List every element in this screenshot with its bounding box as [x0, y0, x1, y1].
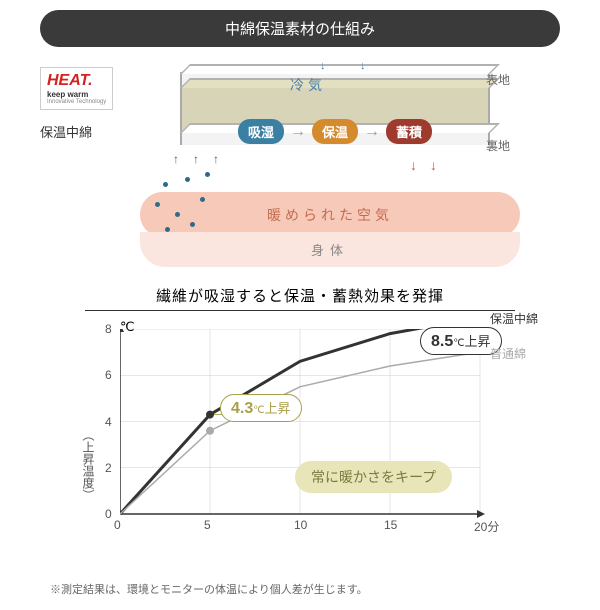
brand-sub1: keep warm [47, 90, 106, 99]
y-tick: 6 [105, 368, 112, 382]
arrow-icon: → [364, 123, 380, 141]
arrow-icon: → [290, 123, 306, 141]
chart-svg [120, 329, 520, 544]
pill-1: 保温 [312, 119, 358, 144]
moisture-dot [175, 212, 180, 217]
insulation-label: 保温中綿 [40, 122, 92, 141]
body-layer: 身体 [140, 232, 520, 267]
process-pills: 吸湿 → 保温 → 蓄積 [180, 119, 490, 144]
heat-arrow-icon: ↓ [430, 157, 437, 173]
chart-title-underline [85, 310, 515, 311]
brand-text: HEAT. [47, 72, 106, 90]
moisture-dot [155, 202, 160, 207]
outer-fabric-label: 表地 [486, 71, 510, 88]
moisture-dot [185, 177, 190, 182]
heat-arrow-icon: ↓ [410, 157, 417, 173]
x-tick: 15 [384, 518, 397, 532]
series-label-1: 普通綿 [490, 345, 526, 362]
footnote: ※測定結果は、環境とモニターの体温により個人差が生じます。 [50, 581, 550, 597]
cold-arrow-icon: ↓ [320, 60, 326, 72]
x-tick: 5 [204, 518, 211, 532]
series-label-0: 保温中綿 [490, 310, 538, 327]
x-tick: 20分 [474, 518, 499, 535]
moisture-dot [165, 227, 170, 232]
y-axis-label: （上昇温度） [80, 429, 97, 501]
keep-warm-badge: 常に暖かさをキープ [295, 461, 452, 493]
up-arrow-icon: ↑ [193, 152, 199, 166]
cold-air-label: 冷気 [290, 75, 326, 95]
moisture-dot [163, 182, 168, 187]
moisture-dot [190, 222, 195, 227]
y-tick: 4 [105, 415, 112, 429]
brand-sub2: Innovative Technology [47, 99, 106, 105]
moisture-dot [205, 172, 210, 177]
line-chart: ℃ （上昇温度） 0246805101520分4.3℃上昇8.5℃上昇保温中綿普… [60, 319, 540, 579]
up-arrow-icon: ↑ [173, 152, 179, 166]
pill-2: 蓄積 [386, 119, 432, 144]
y-tick: 0 [105, 507, 112, 521]
y-tick: 2 [105, 461, 112, 475]
moisture-dot [200, 197, 205, 202]
cold-arrow-icon: ↓ [360, 60, 366, 72]
mechanism-diagram: HEAT. keep warm Innovative Technology 保温… [40, 57, 560, 267]
callout-0: 4.3℃上昇 [220, 394, 302, 422]
chart-title: 繊維が吸湿すると保温・蓄熱効果を発揮 [0, 285, 600, 306]
up-arrow-icon: ↑ [213, 152, 219, 166]
y-tick: 8 [105, 322, 112, 336]
warm-air-layer: 暖められた空気 [140, 192, 520, 237]
x-tick: 0 [114, 518, 121, 532]
x-tick: 10 [294, 518, 307, 532]
heat-logo: HEAT. keep warm Innovative Technology [40, 67, 113, 110]
pill-0: 吸湿 [238, 119, 284, 144]
section-header: 中綿保温素材の仕組み [40, 10, 560, 47]
